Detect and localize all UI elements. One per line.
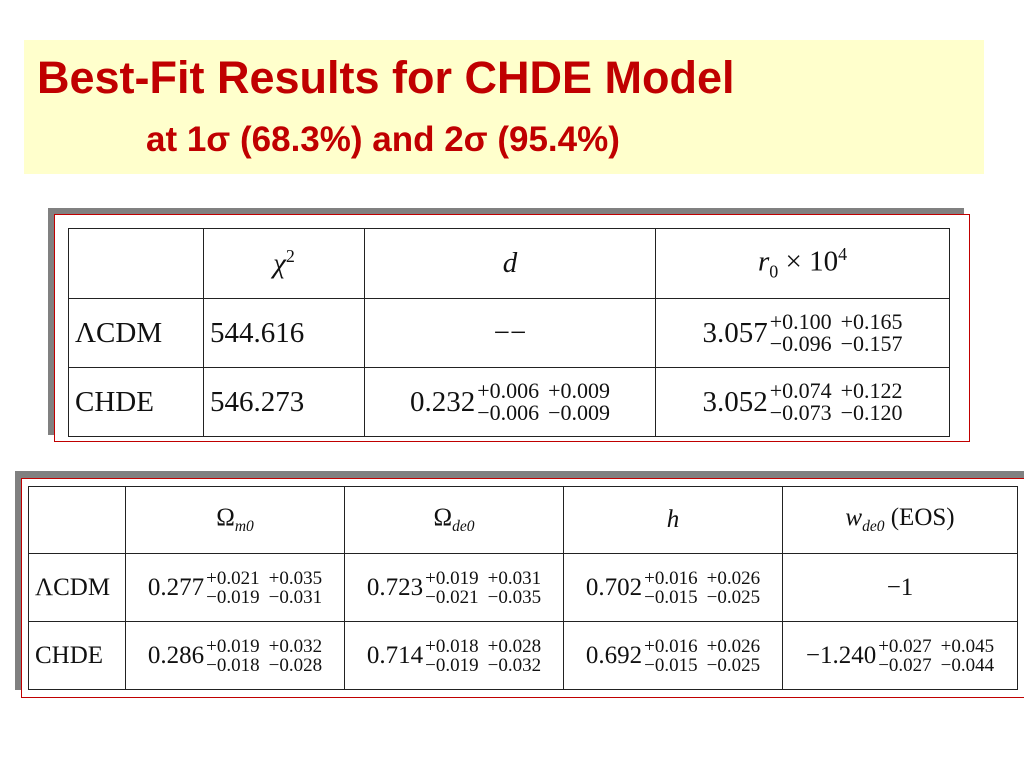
omega-de0-value: 0.714 +0.018 +0.028 −0.019 −0.032 bbox=[344, 621, 564, 690]
chi2-value: 546.273 bbox=[203, 367, 365, 437]
slide-subtitle: at 1σ (68.3%) and 2σ (95.4%) bbox=[146, 120, 620, 159]
omega-m0-value: 0.277 +0.021 +0.035 −0.019 −0.031 bbox=[125, 553, 345, 622]
d-value: 0.232 +0.006 +0.009 −0.006 −0.009 bbox=[364, 367, 656, 437]
row-label-lcdm: ΛCDM bbox=[68, 298, 204, 368]
row-label-chde: CHDE bbox=[28, 621, 126, 690]
header-w-de0: wde0 (EOS) bbox=[782, 486, 1018, 554]
table-row: ΛCDM 544.616 −− 3.057 +0.100 +0.165 −0.096−… bbox=[68, 298, 950, 368]
table1-corner-cell bbox=[68, 228, 204, 299]
d-value: −− bbox=[364, 298, 656, 368]
header-chi2: χ2 bbox=[203, 228, 365, 299]
header-h: h bbox=[563, 486, 783, 554]
header-r0: r0 × 104 bbox=[655, 228, 950, 299]
header-omega-de0: Ωde0 bbox=[344, 486, 564, 554]
row-label-lcdm: ΛCDM bbox=[28, 553, 126, 622]
w-de0-value: −1 bbox=[782, 553, 1018, 622]
h-value: 0.692 +0.016 +0.026 −0.015 −0.025 bbox=[563, 621, 783, 690]
results-table-1: χ2 d r0 × 104 ΛCDM 544.616 −− 3.057 +0.10… bbox=[68, 228, 950, 437]
results-table-2: Ωm0 Ωde0 h wde0 (EOS) ΛCDM 0.277 +0.021 +0… bbox=[28, 486, 1018, 690]
r0-value: 3.052 +0.074 +0.122 −0.073 −0.120 bbox=[655, 367, 950, 437]
omega-m0-value: 0.286 +0.019 +0.032 −0.018 −0.028 bbox=[125, 621, 345, 690]
omega-de0-value: 0.723 +0.019 +0.031 −0.021 −0.035 bbox=[344, 553, 564, 622]
row-label-chde: CHDE bbox=[68, 367, 204, 437]
title-box: Best-Fit Results for CHDE Model at 1σ (6… bbox=[24, 40, 984, 174]
table2-corner-cell bbox=[28, 486, 126, 554]
slide-title: Best-Fit Results for CHDE Model bbox=[37, 52, 735, 103]
h-value: 0.702 +0.016 +0.026 −0.015 −0.025 bbox=[563, 553, 783, 622]
table-row: CHDE 0.286 +0.019 +0.032 −0.018 −0.028 0.714… bbox=[28, 621, 1018, 690]
r0-value: 3.057 +0.100 +0.165 −0.096 −0.157 bbox=[655, 298, 950, 368]
table-row: ΛCDM 0.277 +0.021 +0.035 −0.019 −0.031 0.723… bbox=[28, 553, 1018, 622]
table2-header-row: Ωm0 Ωde0 h wde0 (EOS) bbox=[28, 486, 1018, 554]
table-row: CHDE 546.273 0.232 +0.006 +0.009 −0.006 −0.0… bbox=[68, 367, 950, 437]
header-d: d bbox=[364, 228, 656, 299]
table1-header-row: χ2 d r0 × 104 bbox=[68, 228, 950, 299]
header-omega-m0: Ωm0 bbox=[125, 486, 345, 554]
w-de0-value: −1.240 +0.027 +0.045 −0.027 −0.044 bbox=[782, 621, 1018, 690]
chi2-value: 544.616 bbox=[203, 298, 365, 368]
